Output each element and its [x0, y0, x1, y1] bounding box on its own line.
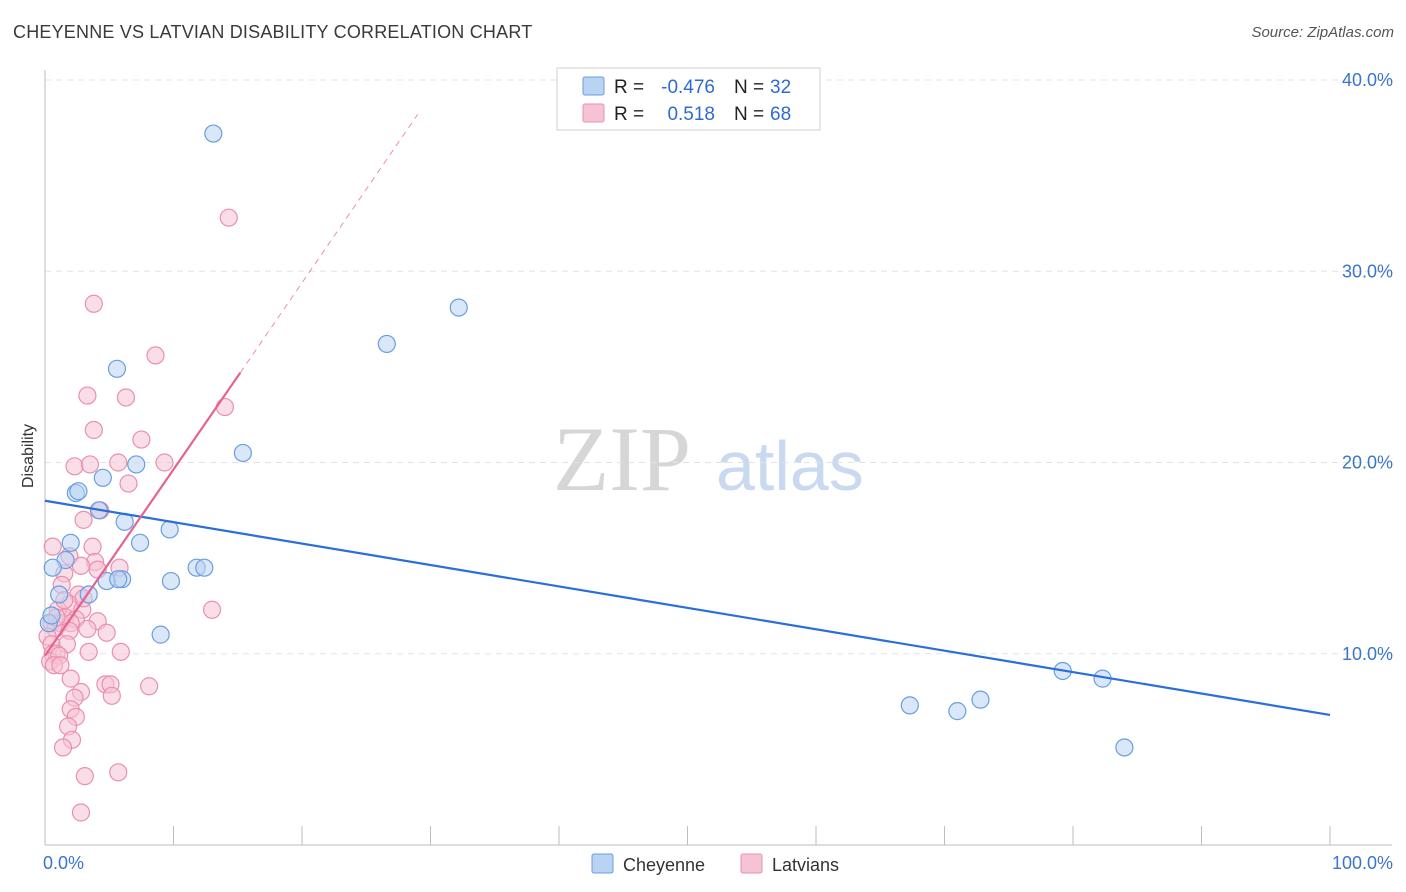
watermark-zip: ZIP — [553, 408, 691, 510]
latvians-points — [38, 208, 238, 822]
cheyenne-point-29 — [900, 696, 919, 715]
latvians-point-9 — [80, 455, 100, 474]
latvians-point-6 — [84, 420, 103, 440]
bottom-legend-swatch-cheyenne — [591, 853, 614, 874]
cheyenne-point-32 — [1115, 738, 1134, 757]
latvians-point-52 — [139, 677, 159, 696]
watermark-atlas: atlas — [716, 427, 864, 505]
latvians-point-0 — [219, 208, 238, 227]
cheyenne-point-8 — [69, 482, 88, 501]
cheyenne-point-15 — [43, 558, 62, 577]
cheyenne-point-17 — [195, 558, 214, 577]
latvians-point-44 — [79, 642, 98, 661]
legend-n-label-cheyenne: N = — [734, 77, 764, 98]
legend-n-value-latvians: 68 — [770, 104, 791, 125]
chart-title: CHEYENNE VS LATVIAN DISABILITY CORRELATI… — [13, 22, 533, 42]
source-credit: Source: ZipAtlas.com — [1251, 24, 1394, 41]
cheyenne-point-3 — [107, 359, 127, 378]
latvians-point-64 — [71, 803, 91, 822]
cheyenne-point-30 — [971, 690, 990, 709]
cheyenne-trend-line — [44, 499, 1331, 717]
legend-r-label-latvians: R = — [614, 104, 644, 125]
latvians-point-11 — [155, 453, 174, 472]
latvians-point-37 — [78, 619, 97, 638]
latvians-point-2 — [146, 346, 165, 365]
bottom-legend-label-latvians: Latvians — [772, 855, 839, 875]
latvians-point-10 — [109, 453, 128, 472]
latvians-point-4 — [116, 388, 136, 407]
y-tick-label-30: 30.0% — [1342, 261, 1393, 281]
latvians-point-12 — [119, 474, 138, 493]
latvians-trend-extension — [239, 114, 419, 373]
latvians-point-14 — [74, 510, 93, 529]
latvians-point-49 — [51, 656, 70, 675]
correlation-legend: R = -0.476 N = 32 R = 0.518 N = 68 — [556, 67, 821, 131]
y-axis-tick-labels: 10.0% 20.0% 30.0% 40.0% — [1342, 70, 1393, 664]
cheyenne-point-2 — [377, 334, 396, 354]
cheyenne-point-6 — [93, 468, 112, 487]
latvians-point-1 — [84, 294, 103, 313]
legend-swatch-cheyenne — [582, 76, 605, 96]
y-tick-label-40: 40.0% — [1342, 70, 1393, 90]
legend-n-value-cheyenne: 32 — [770, 77, 791, 98]
x-axis-ticks — [173, 826, 1331, 845]
legend-r-value-cheyenne: -0.476 — [661, 77, 715, 98]
y-axis-label: Disability — [20, 424, 37, 488]
latvians-point-19 — [71, 556, 91, 575]
bottom-legend-swatch-latvians — [740, 853, 763, 874]
latvians-point-5 — [215, 397, 234, 417]
latvians-point-55 — [102, 686, 121, 705]
gridlines — [45, 79, 1392, 655]
latvians-point-15 — [43, 537, 62, 556]
cheyenne-point-26 — [42, 606, 61, 625]
latvians-point-8 — [65, 457, 84, 476]
cheyenne-point-13 — [61, 533, 80, 552]
latvians-point-7 — [132, 430, 151, 449]
cheyenne-point-21 — [109, 570, 128, 589]
latvians-point-61 — [53, 738, 73, 757]
cheyenne-point-1 — [449, 298, 468, 317]
legend-r-value-latvians: 0.518 — [667, 104, 715, 125]
cheyenne-point-4 — [233, 443, 252, 463]
latvians-point-3 — [78, 386, 97, 405]
y-tick-label-20: 20.0% — [1342, 453, 1393, 473]
latvians-point-16 — [83, 537, 102, 556]
legend-swatch-latvians — [582, 103, 605, 123]
latvians-trend-line — [44, 371, 242, 657]
cheyenne-point-24 — [151, 625, 170, 644]
legend-r-label-cheyenne: R = — [614, 77, 644, 98]
legend-n-label-latvians: N = — [734, 104, 764, 125]
latvians-point-38 — [97, 623, 116, 642]
series-legend: Cheyenne Latvians — [591, 853, 839, 875]
cheyenne-point-31 — [948, 702, 967, 721]
bottom-legend-label-cheyenne: Cheyenne — [623, 855, 705, 875]
latvians-point-45 — [111, 642, 130, 661]
cheyenne-point-12 — [130, 533, 150, 552]
cheyenne-point-5 — [127, 455, 146, 474]
latvians-point-34 — [202, 600, 222, 619]
trend-lines — [44, 114, 1331, 717]
x-tick-label-min: 0.0% — [43, 853, 84, 873]
cheyenne-point-0 — [204, 124, 223, 143]
latvians-point-63 — [75, 767, 94, 786]
cheyenne-point-22 — [50, 585, 69, 604]
cheyenne-point-20 — [161, 571, 181, 591]
y-tick-label-10: 10.0% — [1342, 644, 1393, 664]
latvians-point-62 — [109, 763, 128, 782]
x-tick-label-max: 100.0% — [1332, 853, 1393, 873]
latvians-point-50 — [61, 669, 80, 688]
